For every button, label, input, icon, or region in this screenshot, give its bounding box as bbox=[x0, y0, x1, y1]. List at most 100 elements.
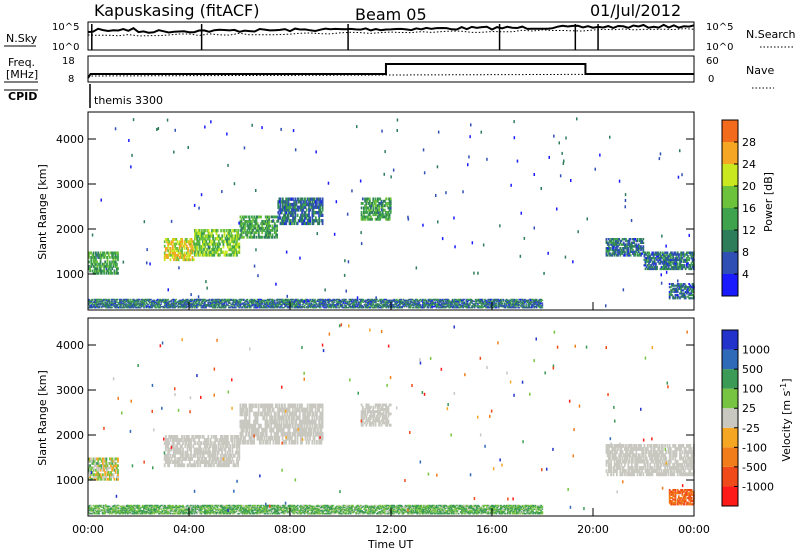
power-cell bbox=[372, 299, 375, 302]
power-cell bbox=[89, 267, 91, 271]
power-cell bbox=[221, 237, 224, 241]
power-cell bbox=[111, 305, 113, 307]
power-cell bbox=[326, 305, 329, 307]
power-cell bbox=[680, 255, 682, 258]
power-cell bbox=[205, 250, 208, 254]
velocity-cell bbox=[169, 447, 172, 452]
power-cell bbox=[313, 197, 316, 201]
power-cell bbox=[633, 241, 635, 244]
power-cell bbox=[683, 264, 686, 267]
power-cell bbox=[293, 299, 296, 302]
power-cell bbox=[281, 216, 284, 220]
power-cell bbox=[661, 256, 664, 260]
power-cell bbox=[446, 300, 448, 303]
power-cell bbox=[269, 303, 272, 305]
power-cell bbox=[346, 306, 348, 309]
power-scatter-point bbox=[299, 256, 301, 260]
power-cell bbox=[443, 302, 446, 304]
power-cell bbox=[244, 215, 246, 219]
power-cell bbox=[204, 229, 207, 233]
power-cell bbox=[263, 303, 266, 305]
power-cell bbox=[471, 300, 474, 303]
power-cell bbox=[251, 222, 253, 226]
power-cell bbox=[364, 204, 366, 208]
power-cell bbox=[527, 299, 530, 302]
power-cell bbox=[272, 215, 275, 219]
power-cell bbox=[676, 290, 679, 294]
power-cell bbox=[674, 295, 677, 298]
power-cell bbox=[348, 304, 351, 306]
power-cell bbox=[605, 252, 608, 255]
power-cell bbox=[302, 205, 305, 209]
power-cell bbox=[287, 208, 290, 212]
power-cell bbox=[286, 219, 289, 223]
power-cell bbox=[434, 301, 437, 303]
power-cell bbox=[183, 303, 186, 305]
power-cell bbox=[108, 303, 111, 305]
power-cell bbox=[377, 305, 379, 307]
power-cell bbox=[376, 303, 378, 305]
power-scatter-point bbox=[390, 175, 392, 179]
power-cell bbox=[185, 256, 188, 259]
power-cell bbox=[220, 299, 222, 302]
power-cell bbox=[396, 305, 399, 307]
power-cell bbox=[262, 306, 265, 309]
power-cell bbox=[607, 241, 610, 244]
power-cell bbox=[278, 298, 281, 301]
power-cell bbox=[369, 299, 371, 302]
power-cell bbox=[505, 303, 508, 305]
power-cell bbox=[194, 234, 196, 238]
power-cell bbox=[506, 301, 509, 303]
power-cell bbox=[170, 253, 173, 257]
power-cell bbox=[270, 305, 273, 307]
power-cell bbox=[195, 298, 198, 301]
power-cell bbox=[135, 304, 137, 306]
power-cell bbox=[232, 237, 235, 241]
power-cell bbox=[375, 206, 378, 210]
power-cell bbox=[642, 241, 645, 244]
power-cell bbox=[409, 305, 412, 308]
power-cell bbox=[632, 238, 634, 241]
velocity-cell bbox=[96, 457, 98, 461]
velocity-cell bbox=[176, 441, 179, 446]
power-cell bbox=[682, 265, 685, 269]
power-cell bbox=[208, 299, 211, 302]
power-cell bbox=[208, 250, 211, 254]
power-cell bbox=[394, 299, 397, 302]
power-cell bbox=[296, 300, 299, 303]
power-scatter-point bbox=[131, 153, 133, 157]
power-cell bbox=[224, 253, 227, 257]
power-cell bbox=[202, 237, 204, 241]
power-cell bbox=[516, 302, 518, 304]
power-cell bbox=[286, 300, 289, 303]
power-scatter-point bbox=[624, 199, 627, 202]
freq-label: Freq. bbox=[8, 56, 35, 69]
power-cell bbox=[380, 298, 383, 301]
power-cell bbox=[248, 229, 251, 232]
power-cell bbox=[319, 213, 322, 217]
power-cell bbox=[267, 304, 269, 306]
power-cell bbox=[306, 300, 308, 303]
power-cell bbox=[270, 298, 273, 301]
power-cell bbox=[215, 299, 218, 302]
power-cell bbox=[439, 299, 441, 302]
power-cell bbox=[388, 301, 391, 303]
velocity-cell bbox=[175, 450, 177, 455]
power-cell bbox=[451, 306, 454, 309]
power-cell bbox=[607, 243, 610, 246]
power-scatter-point bbox=[359, 179, 362, 183]
power-cell bbox=[196, 237, 199, 241]
power-cell bbox=[434, 304, 437, 306]
power-cell bbox=[171, 251, 174, 255]
power-cell bbox=[177, 249, 180, 253]
power-cell bbox=[298, 305, 300, 308]
power-cell bbox=[231, 245, 234, 249]
velocity-cell bbox=[192, 453, 195, 458]
power-cell bbox=[620, 239, 623, 243]
power-cell bbox=[223, 303, 226, 305]
power-cell bbox=[348, 301, 351, 303]
power-cell bbox=[377, 208, 379, 212]
velocity-cell bbox=[166, 457, 168, 461]
power-cell bbox=[120, 299, 122, 302]
power-cell bbox=[295, 208, 298, 212]
